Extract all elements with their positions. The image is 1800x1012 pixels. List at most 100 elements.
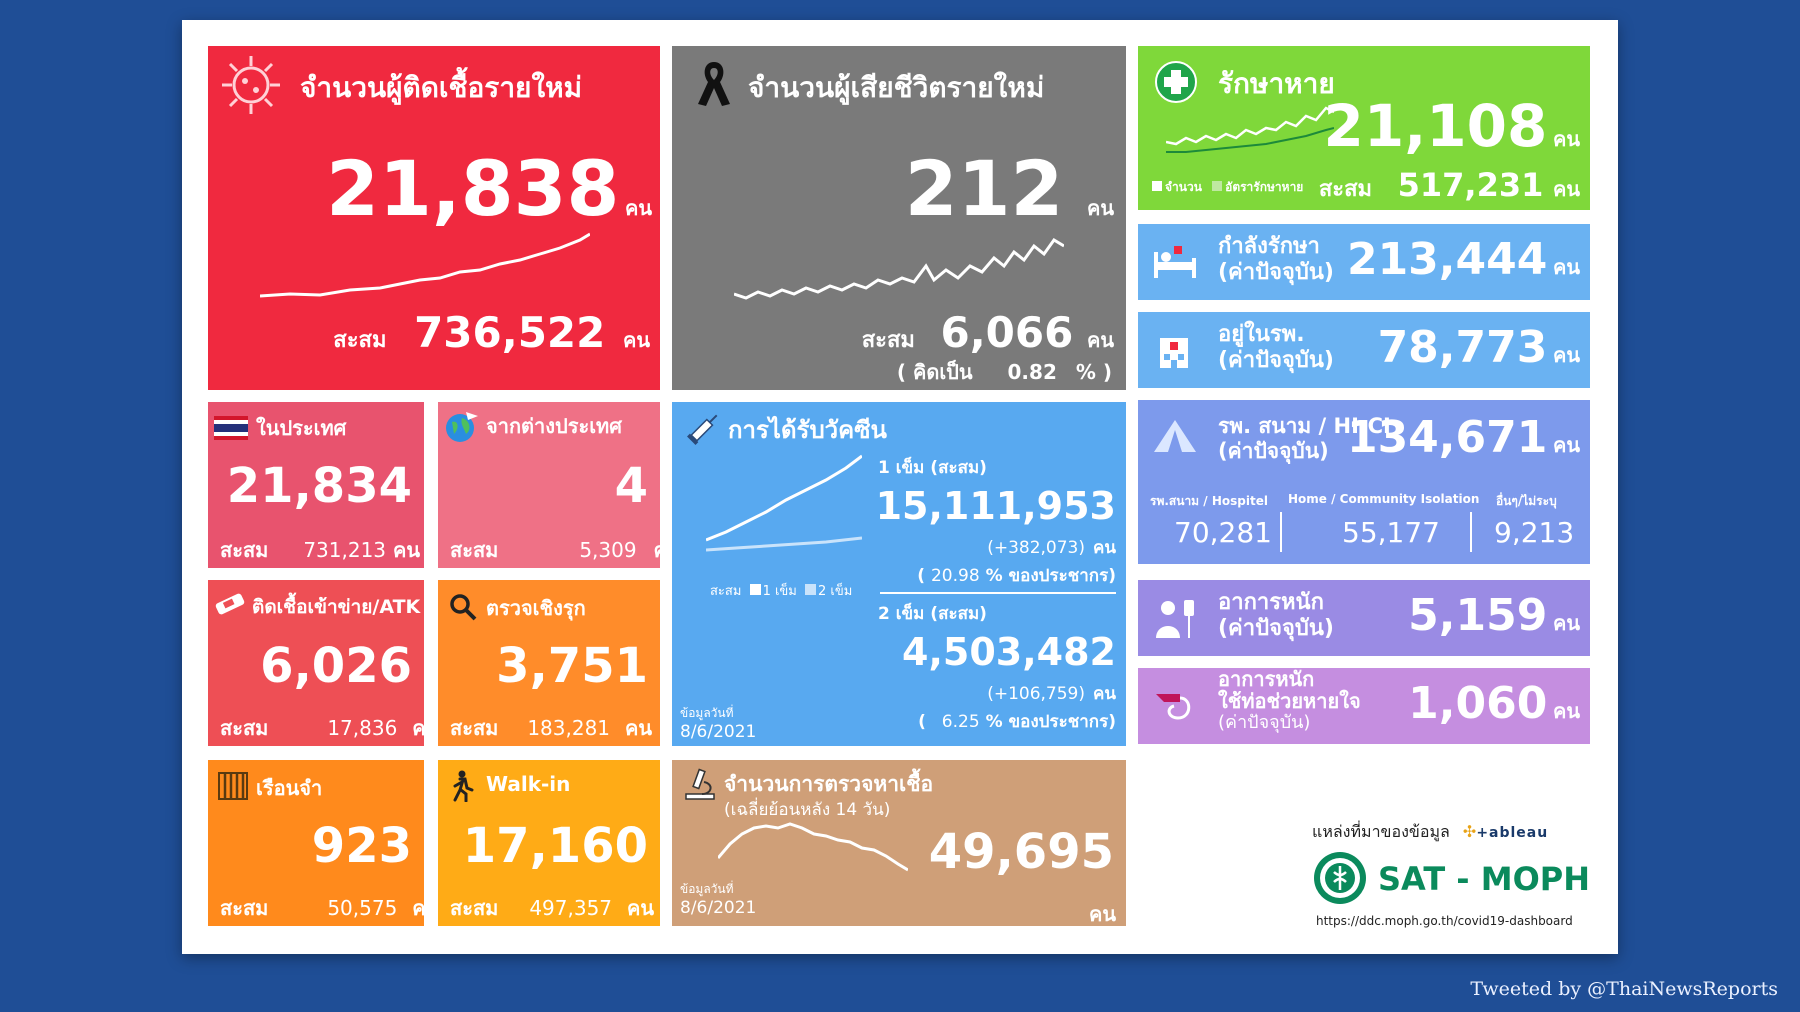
dose2-value: 4,503,482: [902, 630, 1116, 674]
lab-microscope-icon: [685, 768, 715, 800]
magnifier-icon: [450, 594, 477, 621]
tent-icon: [1154, 420, 1196, 452]
domestic-value: 21,834: [226, 458, 412, 514]
abroad-total: สะสม 5,309 คน: [450, 538, 660, 562]
severe-card: อาการหนัก (ค่าปัจจุบัน) 5,159 คน: [1138, 580, 1590, 656]
vaccine-divider: [880, 592, 1116, 594]
atk-value: 6,026: [260, 638, 412, 694]
hospital-building-icon: [1160, 338, 1188, 368]
field-divider-1: [1280, 512, 1282, 552]
abroad-value: 4: [614, 458, 648, 514]
syringe-icon: [687, 414, 718, 445]
prison-bars-icon: [218, 772, 248, 800]
new-deaths-title: จำนวนผู้เสียชีวิตรายใหม่: [748, 71, 1045, 104]
ventilator-card: อาการหนัก ใช้ท่อช่วยหายใจ (ค่าปัจจุบัน) 1,…: [1138, 668, 1590, 744]
domestic-card: ในประเทศ 21,834 สะสม 731,213 คน: [208, 402, 424, 568]
tweet-credit: Tweeted by @ThaiNewsReports: [1470, 978, 1778, 1000]
tests-date-label: ข้อมูลวันที่: [680, 882, 734, 896]
field-sub-label-3: อื่นๆ/ไม่ระบุ: [1496, 494, 1557, 508]
medical-cross-icon: [1155, 61, 1197, 103]
vaccine-title: การได้รับวัคซีน: [728, 416, 887, 444]
abroad-card: จากต่างประเทศ 4 สะสม 5,309 คน: [438, 402, 660, 568]
atk-card: ติดเชื้อเข้าข่าย/ATK 6,026 สะสม 17,836 ค…: [208, 580, 424, 746]
recovered-card: รักษาหาย 21,108 คน จำนวน อัตรารักษาหาย ส…: [1138, 46, 1590, 210]
domestic-total: สะสม 731,213 คน: [220, 538, 421, 562]
new-cases-card: จำนวนผู้ติดเชื้อรายใหม่ 21,838 คน สะสม 7…: [208, 46, 660, 390]
tests-title: จำนวนการตรวจหาเชื้อ: [724, 772, 934, 796]
tableau-logo: ✣: [1462, 822, 1477, 841]
test-kit-icon: [215, 593, 245, 615]
dose2-label: 2 เข็ม (สะสม): [878, 604, 987, 624]
vaccine-date-value: 8/6/2021: [680, 722, 757, 742]
recovered-total: สะสม 517,231 คน: [1318, 166, 1580, 204]
dose2-delta: (+106,759) คน: [987, 684, 1116, 704]
dose2-pct: ( 6.25 % ของประชากร): [918, 712, 1116, 732]
source-block: แหล่งที่มาของข้อมูล ✣+ableau SAT - MOPH …: [1312, 820, 1590, 936]
new-cases-unit: คน: [624, 196, 652, 220]
hospital-value: 78,773 คน: [1377, 322, 1580, 373]
new-cases-title: จำนวนผู้ติดเชื้อรายใหม่: [300, 71, 583, 104]
severe-value: 5,159 คน: [1408, 590, 1580, 641]
ventilator-value: 1,060 คน: [1408, 678, 1580, 729]
new-deaths-percent: ( คิดเป็น 0.82 % ): [896, 360, 1112, 384]
field-sub-value-1: 70,281: [1174, 516, 1272, 549]
proactive-title: ตรวจเชิงรุก: [486, 596, 586, 620]
new-cases-sparkline: [260, 232, 590, 298]
source-url[interactable]: https://ddc.moph.go.th/covid19-dashboard: [1316, 914, 1573, 928]
patient-icon: [1156, 600, 1194, 638]
proactive-card: ตรวจเชิงรุก 3,751 สะสม 183,281 คน: [438, 580, 660, 746]
ventilator-icon: [1156, 694, 1191, 720]
new-deaths-value: 212 คน: [904, 144, 1114, 233]
thai-flag-icon: [214, 416, 248, 440]
new-cases-value: 21,838 คน: [326, 144, 652, 233]
moph-seal-icon: [1314, 852, 1366, 904]
treating-value: 213,444 คน: [1346, 234, 1580, 285]
globe-plane-icon: [446, 412, 478, 442]
walkin-value: 17,160: [462, 818, 648, 874]
dashboard-board: จำนวนผู้ติดเชื้อรายใหม่ 21,838 คน สะสม 7…: [182, 20, 1618, 954]
virus-icon: [222, 56, 280, 114]
walkin-total: สะสม 497,357 คน: [450, 896, 655, 920]
vaccine-legend: สะสม 1 เข็ม 2 เข็ม: [710, 584, 853, 599]
walkin-card: Walk-in 17,160 สะสม 497,357 คน: [438, 760, 660, 926]
field-hospital-value: 134,671 คน: [1346, 412, 1580, 463]
proactive-value: 3,751: [496, 638, 648, 694]
recovered-legend: จำนวน อัตรารักษาหาย: [1152, 178, 1303, 197]
domestic-title: ในประเทศ: [256, 416, 347, 440]
walking-person-icon: [453, 770, 474, 802]
new-cases-total: สะสม 736,522 คน: [333, 308, 650, 357]
field-sub-label-1: รพ.สนาม / Hospitel: [1150, 494, 1268, 508]
tests-card: จำนวนการตรวจหาเชื้อ (เฉลี่ยย้อนหลัง 14 ว…: [672, 760, 1126, 926]
source-label: แหล่งที่มาของข้อมูล ✣+ableau: [1312, 822, 1549, 841]
proactive-total: สะสม 183,281 คน: [450, 716, 653, 740]
new-deaths-card: จำนวนผู้เสียชีวิตรายใหม่ 212 คน สะสม 6,0…: [672, 46, 1126, 390]
atk-title: ติดเชื้อเข้าข่าย/ATK: [252, 596, 421, 618]
recovered-value: 21,108 คน: [1323, 92, 1580, 160]
hospital-bed-icon: [1154, 246, 1196, 278]
vaccine-chart: [706, 454, 862, 552]
ribbon-icon: [698, 62, 730, 106]
treating-card: กำลังรักษา (ค่าปัจจุบัน) 213,444 คน: [1138, 224, 1590, 300]
hospital-card: อยู่ในรพ. (ค่าปัจจุบัน) 78,773 คน: [1138, 312, 1590, 388]
dose1-delta: (+382,073) คน: [987, 538, 1116, 558]
recovered-title: รักษาหาย: [1218, 67, 1335, 100]
walkin-title: Walk-in: [486, 772, 571, 796]
prison-total: สะสม 50,575 คน: [220, 896, 424, 920]
abroad-title: จากต่างประเทศ: [486, 414, 622, 438]
tests-subtitle: (เฉลี่ยย้อนหลัง 14 วัน): [724, 800, 891, 820]
field-divider-2: [1470, 512, 1472, 552]
hospital-label: อยู่ในรพ. (ค่าปัจจุบัน): [1218, 322, 1334, 373]
tests-value: 49,695: [928, 824, 1114, 880]
tests-unit: คน: [1088, 902, 1116, 926]
prison-title: เรือนจำ: [256, 776, 323, 800]
recovered-sparkline: [1166, 106, 1334, 153]
treating-label: กำลังรักษา (ค่าปัจจุบัน): [1218, 234, 1334, 285]
prison-value: 923: [311, 818, 412, 874]
tests-date-value: 8/6/2021: [680, 898, 757, 918]
ventilator-label: อาการหนัก ใช้ท่อช่วยหายใจ (ค่าปัจจุบัน): [1218, 668, 1361, 733]
source-brand: SAT - MOPH: [1378, 860, 1590, 898]
prison-card: เรือนจำ 923 สะสม 50,575 คน: [208, 760, 424, 926]
vaccine-card: การได้รับวัคซีน สะสม 1 เข็ม 2 เข็ม 1 เข็…: [672, 402, 1126, 746]
new-deaths-sparkline: [734, 238, 1064, 300]
dose1-value: 15,111,953: [875, 484, 1116, 528]
